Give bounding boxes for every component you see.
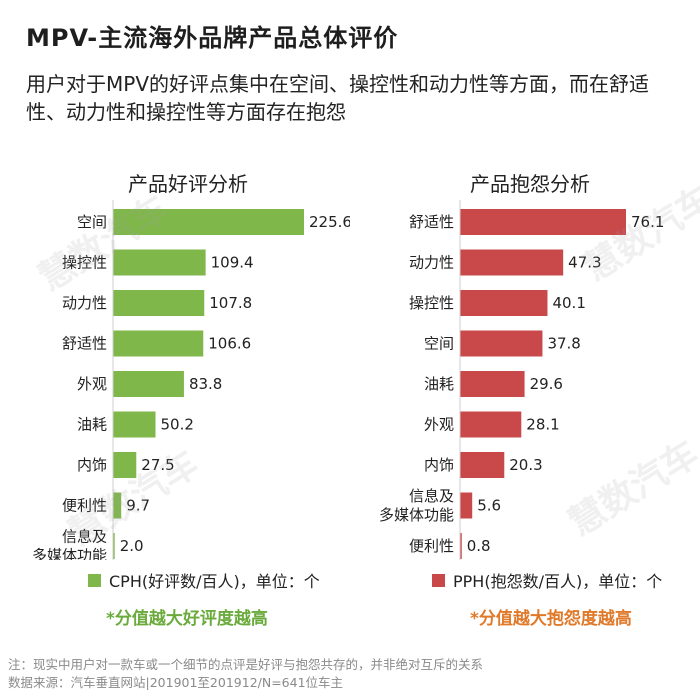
praise-category-label: 便利性 [62, 497, 107, 515]
complaint-value-label: 29.6 [530, 375, 563, 393]
praise-value-label: 225.6 [309, 213, 350, 231]
praise-category-label: 信息及多媒体功能 [32, 528, 107, 561]
complaint-category-label: 操控性 [409, 294, 454, 312]
praise-bar-chart: 空间 225.6 操控性 109.4 动力性 107.8 舒适性 106.6 外观 83.8 油耗 5… [32, 200, 350, 561]
praise-category-label: 油耗 [77, 416, 107, 434]
complaint-value-label: 0.8 [467, 537, 491, 555]
praise-category-label: 动力性 [62, 294, 107, 312]
complaint-category-label: 舒适性 [409, 213, 454, 231]
praise-bar [113, 533, 115, 559]
praise-legend: CPH(好评数/百人)，单位：个 [88, 568, 320, 592]
praise-category-label: 内饰 [77, 456, 107, 474]
complaint-note: *分值越大抱怨度越高 [470, 609, 632, 629]
complaint-legend-swatch [432, 573, 445, 587]
complaint-bar-chart: 舒适性 76.1 动力性 47.3 操控性 40.1 空间 37.8 油耗 29.6 外观 28.1 内… [379, 200, 664, 560]
complaint-bar [460, 209, 626, 235]
praise-value-label: 106.6 [208, 335, 251, 353]
complaint-value-label: 37.8 [547, 335, 580, 353]
praise-value-label: 27.5 [141, 456, 174, 474]
complaint-bar [460, 452, 505, 478]
page-title: MPV-主流海外品牌产品总体评价 [26, 24, 399, 52]
complaint-legend-label: PPH(抱怨数/百人)，单位：个 [453, 572, 663, 591]
complaint-value-label: 40.1 [552, 294, 585, 312]
praise-bar [113, 492, 122, 519]
praise-value-label: 2.0 [120, 537, 144, 555]
complaint-bar [460, 290, 548, 316]
praise-bar [113, 330, 204, 357]
praise-bar [113, 249, 206, 276]
complaint-category-label: 油耗 [424, 375, 454, 393]
footer-source: 数据来源：汽车垂直网站|201901至201912/N=641位车主 [8, 675, 344, 690]
complaint-category-label: 空间 [424, 335, 454, 353]
praise-category-label: 空间 [77, 213, 107, 231]
complaint-category-label: 信息及多媒体功能 [379, 487, 454, 524]
praise-bar [113, 411, 156, 438]
complaint-chart-title: 产品抱怨分析 [470, 172, 590, 196]
complaint-bar [460, 249, 564, 276]
complaint-bar [460, 411, 522, 438]
complaint-value-label: 5.6 [477, 497, 501, 515]
praise-value-label: 9.7 [126, 497, 150, 515]
complaint-category-label: 动力性 [409, 254, 454, 272]
praise-value-label: 109.4 [211, 254, 254, 272]
praise-legend-swatch [88, 573, 101, 587]
page-subtitle: 用户对于MPV的好评点集中在空间、操控性和动力性等方面，而在舒适性、动力性和操控… [26, 72, 649, 124]
complaint-category-label: 便利性 [409, 537, 454, 555]
praise-value-label: 107.8 [209, 294, 252, 312]
complaint-bar [460, 330, 543, 357]
praise-note: *分值越大好评度越高 [106, 609, 268, 629]
praise-value-label: 50.2 [161, 416, 194, 434]
praise-category-label: 外观 [77, 375, 107, 393]
complaint-bar [460, 533, 462, 559]
praise-category-label: 舒适性 [62, 335, 107, 353]
praise-legend-label: CPH(好评数/百人)，单位：个 [109, 572, 320, 591]
praise-bar [113, 290, 205, 316]
footer-note: 注：现实中用户对一款车或一个细节的点评是好评与抱怨共存的，并非绝对互斥的关系 [8, 657, 484, 672]
complaint-value-label: 28.1 [526, 416, 559, 434]
praise-bar [113, 209, 304, 235]
complaint-value-label: 20.3 [509, 456, 542, 474]
complaint-value-label: 47.3 [568, 254, 601, 272]
complaint-category-label: 外观 [424, 416, 454, 434]
praise-chart-title: 产品好评分析 [128, 172, 248, 196]
praise-value-label: 83.8 [189, 375, 222, 393]
praise-bar [113, 371, 184, 397]
complaint-bar [460, 492, 473, 519]
complaint-bar [460, 371, 525, 397]
complaint-value-label: 76.1 [631, 213, 664, 231]
praise-bar [113, 452, 137, 478]
praise-category-label: 操控性 [62, 254, 107, 272]
complaint-category-label: 内饰 [424, 456, 454, 474]
complaint-legend: PPH(抱怨数/百人)，单位：个 [432, 568, 662, 592]
